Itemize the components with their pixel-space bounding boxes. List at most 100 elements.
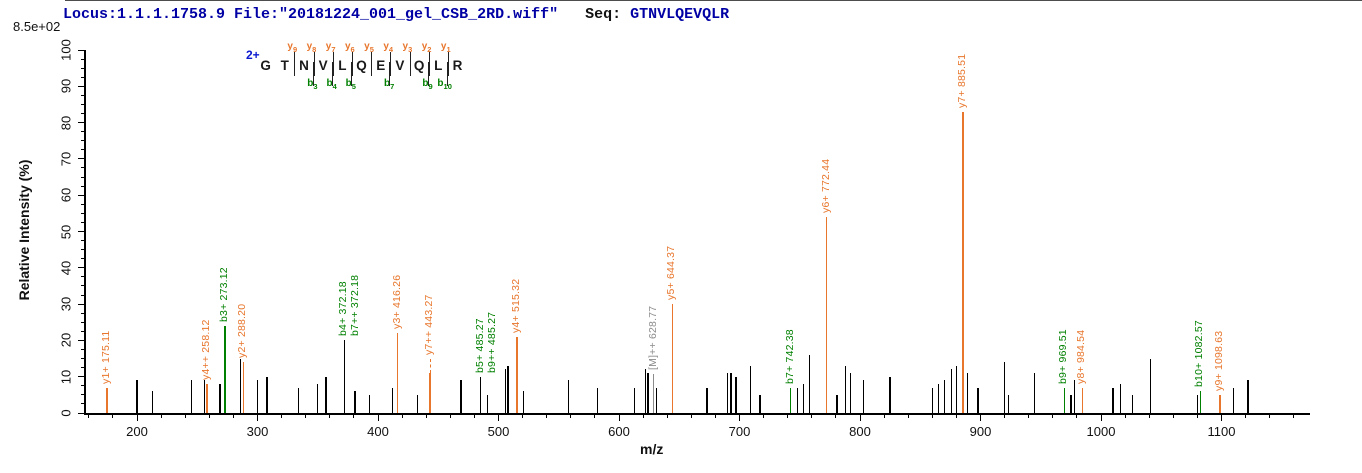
- y-minor-tick: [81, 140, 85, 142]
- y-minor-tick: [81, 103, 85, 105]
- residue-cell: G: [256, 44, 275, 90]
- x-minor-tick: [1124, 413, 1126, 418]
- spectrum-peak-matched: [242, 362, 244, 413]
- spectrum-peak: [368, 394, 371, 413]
- spectrum-peak: [1070, 394, 1072, 413]
- spectrum-peak-matched: [224, 325, 226, 413]
- x-tick: [136, 413, 138, 421]
- x-minor-tick: [594, 413, 596, 418]
- peak-label: [M]++ 628.77: [646, 305, 659, 370]
- spectrum-peak-matched: [826, 216, 828, 413]
- peak-label: b9++ 485.27: [485, 311, 498, 373]
- y-tick: [78, 231, 85, 232]
- y-tick-label: 60: [58, 187, 74, 203]
- b-cleavage-line: [312, 62, 314, 86]
- y-cleavage-line: [313, 52, 315, 76]
- spectrum-peak: [505, 369, 507, 413]
- spectrum-peak: [596, 387, 598, 413]
- y-tick: [78, 158, 85, 160]
- spectrum-peak: [1149, 358, 1152, 413]
- x-minor-tick: [1293, 413, 1295, 418]
- y-tick: [78, 339, 85, 341]
- residue-letter: N: [299, 58, 309, 73]
- y-minor-tick: [81, 176, 85, 178]
- spectrum-peak: [950, 369, 953, 413]
- spectrum-peak: [486, 394, 489, 413]
- y-tick-label: 50: [58, 224, 74, 239]
- spectrum-peak: [1232, 387, 1235, 413]
- x-axis-line: [84, 413, 1310, 415]
- spectrum-peak-matched: [206, 383, 208, 413]
- y-minor-tick: [81, 167, 85, 169]
- x-tick: [618, 413, 620, 421]
- spectrum-peak-matched: [671, 304, 674, 413]
- x-minor-tick: [1245, 413, 1247, 418]
- peak-label-leader: [429, 359, 432, 374]
- spectrum-peak-matched: [480, 376, 482, 413]
- spectrum-peak-matched: [1219, 394, 1221, 413]
- peak-label: b4+ 372.18: [337, 281, 350, 337]
- x-tick: [498, 413, 499, 421]
- spectrum-peak-matched: [652, 387, 655, 413]
- peak-label: b7++ 372.18: [349, 275, 362, 337]
- spectrum-peak-matched: [1063, 387, 1065, 413]
- spectrum-peak: [1112, 387, 1114, 413]
- spectrum-peak: [889, 376, 891, 413]
- x-minor-tick: [160, 413, 162, 418]
- spectrum-peak: [966, 373, 968, 413]
- y-tick-label: 30: [58, 296, 74, 312]
- x-minor-tick: [811, 413, 813, 418]
- seq-label-text: Seq:: [585, 6, 622, 23]
- x-minor-tick: [88, 413, 90, 418]
- y-minor-tick: [81, 113, 85, 115]
- peak-label: b7+ 742.38: [783, 328, 796, 384]
- x-tick-label: 500: [487, 424, 510, 439]
- y-tick: [78, 194, 85, 196]
- spectrum-peak-matched: [962, 111, 964, 413]
- y-tick-label: 80: [58, 115, 74, 130]
- x-tick-label: 1100: [1207, 424, 1236, 439]
- b-cleavage-line: [331, 62, 333, 86]
- y-minor-tick: [81, 321, 85, 323]
- x-minor-tick: [305, 413, 307, 418]
- spectrum-peak: [1003, 362, 1006, 413]
- x-minor-tick: [1148, 413, 1150, 418]
- spectrum-peak-matched: [343, 340, 346, 413]
- x-tick: [859, 413, 861, 421]
- y-minor-tick: [81, 240, 85, 242]
- spectrum-peak: [1007, 394, 1009, 413]
- spectrum-peak: [749, 365, 752, 413]
- spectrum-peak: [862, 380, 865, 413]
- y-minor-tick: [81, 294, 85, 296]
- spectrum-peak: [655, 387, 658, 413]
- y-ion-label: y4: [383, 41, 394, 54]
- x-minor-tick: [690, 413, 692, 418]
- spectrum-peak: [802, 383, 805, 413]
- precursor-charge-label: 2+: [246, 48, 260, 62]
- spectrum-peak-matched: [516, 336, 518, 413]
- peak-label: y7+ 885.51: [956, 53, 969, 108]
- peak-label: y9+ 1098.63: [1212, 330, 1225, 391]
- spectrum-peak: [203, 380, 206, 413]
- spectrum-peak-matched: [396, 333, 399, 413]
- x-minor-tick: [546, 413, 548, 418]
- y-ion-label: y2: [421, 41, 432, 54]
- x-minor-tick: [449, 413, 451, 418]
- y-minor-tick: [81, 367, 85, 369]
- x-minor-tick: [281, 413, 283, 418]
- spectrum-peak: [1034, 373, 1036, 413]
- y-tick-label: 90: [58, 79, 74, 94]
- x-tick-label: 900: [969, 424, 992, 439]
- residue-letter: V: [395, 58, 405, 73]
- x-minor-tick: [232, 413, 234, 418]
- b-cleavage-line: [427, 62, 429, 86]
- y-tick: [78, 122, 85, 124]
